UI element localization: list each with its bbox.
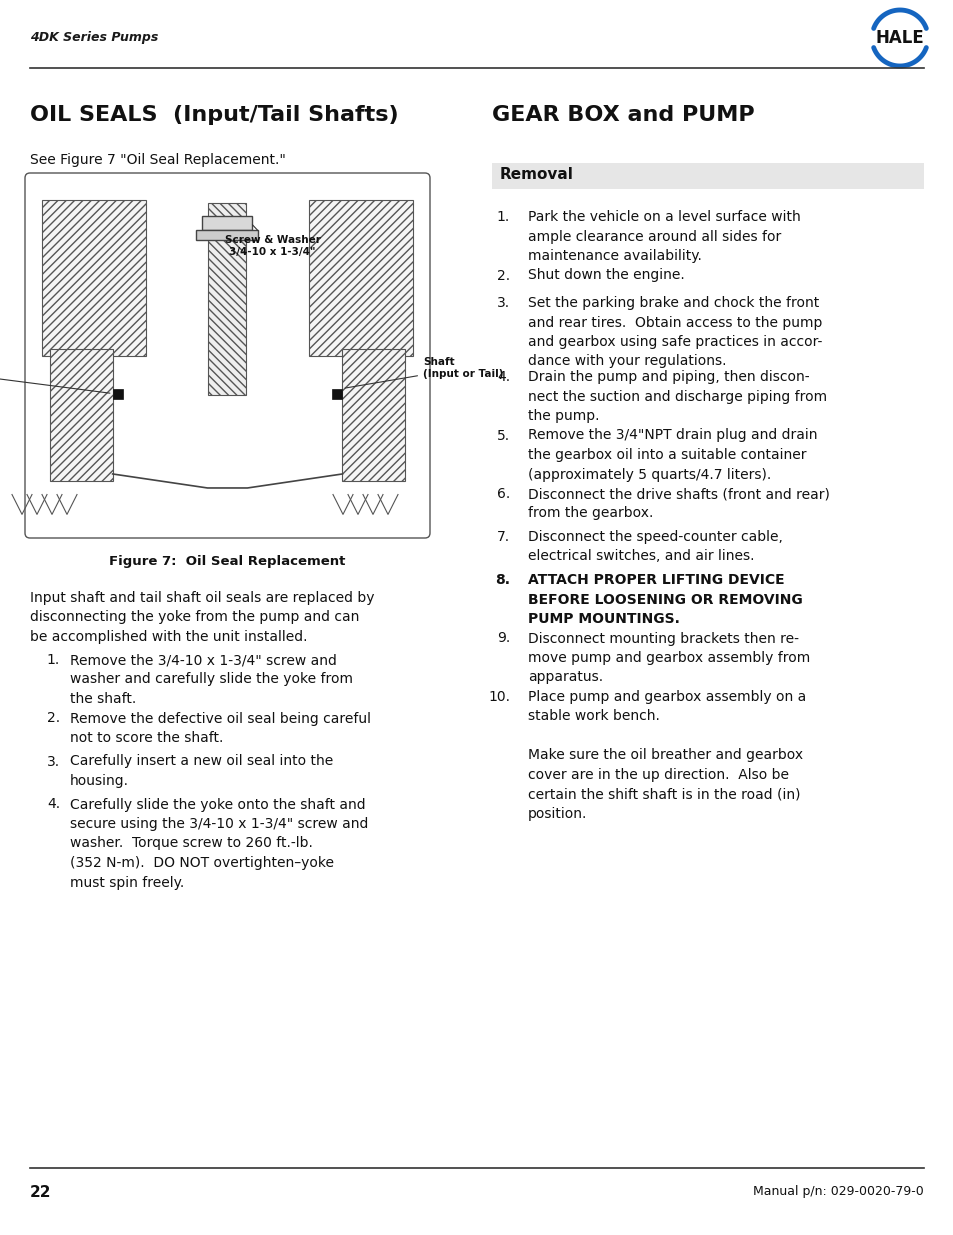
Text: OIL SEALS  (Input/Tail Shafts): OIL SEALS (Input/Tail Shafts) (30, 105, 398, 125)
Text: Set the parking brake and chock the front
and rear tires.  Obtain access to the : Set the parking brake and chock the fron… (527, 296, 821, 368)
Text: 4DK Series Pumps: 4DK Series Pumps (30, 32, 158, 44)
Text: Figure 7:  Oil Seal Replacement: Figure 7: Oil Seal Replacement (110, 555, 345, 568)
Text: Place pump and gearbox assembly on a
stable work bench.

Make sure the oil breat: Place pump and gearbox assembly on a sta… (527, 690, 805, 821)
Text: Disconnect the drive shafts (front and rear)
from the gearbox.: Disconnect the drive shafts (front and r… (527, 487, 829, 520)
Text: Remove the defective oil seal being careful
not to score the shaft.: Remove the defective oil seal being care… (70, 711, 371, 745)
Text: Park the vehicle on a level surface with
ample clearance around all sides for
ma: Park the vehicle on a level surface with… (527, 210, 800, 263)
Text: HALE: HALE (875, 28, 923, 47)
Text: 3.: 3. (47, 755, 60, 768)
Text: GEAR BOX and PUMP: GEAR BOX and PUMP (492, 105, 754, 125)
Text: Removal: Removal (499, 167, 574, 182)
Text: 10.: 10. (488, 690, 510, 704)
Text: 2.: 2. (47, 711, 60, 725)
Text: Screw & Washer
3/4-10 x 1-3/4": Screw & Washer 3/4-10 x 1-3/4" (224, 225, 320, 257)
FancyBboxPatch shape (25, 173, 430, 538)
Text: 4.: 4. (47, 798, 60, 811)
Text: 4.: 4. (497, 370, 510, 384)
Text: Oil Seal: Oil Seal (0, 368, 110, 393)
Text: 7.: 7. (497, 530, 510, 543)
Text: 5.: 5. (497, 429, 510, 442)
Text: 1.: 1. (47, 653, 60, 667)
Text: 1.: 1. (497, 210, 510, 224)
Bar (492, 163, 923, 189)
Text: 8.: 8. (495, 573, 510, 587)
Text: Disconnect the speed-counter cable,
electrical switches, and air lines.: Disconnect the speed-counter cable, elec… (527, 530, 782, 563)
Text: ATTACH PROPER LIFTING DEVICE
BEFORE LOOSENING OR REMOVING
PUMP MOUNTINGS.: ATTACH PROPER LIFTING DEVICE BEFORE LOOS… (527, 573, 801, 626)
Bar (332, 389, 342, 399)
Text: Carefully insert a new oil seal into the
housing.: Carefully insert a new oil seal into the… (70, 755, 333, 788)
Bar (51, 348, 112, 482)
Bar (196, 230, 258, 240)
Bar (209, 204, 246, 395)
Text: Carefully slide the yoke onto the shaft and
secure using the 3/4-10 x 1-3/4" scr: Carefully slide the yoke onto the shaft … (70, 798, 368, 889)
Bar (342, 348, 404, 482)
Bar (42, 200, 146, 356)
Text: Input shaft and tail shaft oil seals are replaced by
disconnecting the yoke from: Input shaft and tail shaft oil seals are… (30, 592, 375, 643)
Text: 22: 22 (30, 1186, 51, 1200)
Text: 9.: 9. (497, 631, 510, 646)
Text: Shut down the engine.: Shut down the engine. (527, 268, 684, 283)
Text: 6.: 6. (497, 487, 510, 501)
Bar (202, 216, 253, 230)
Text: Manual p/n: 029-0020-79-0: Manual p/n: 029-0020-79-0 (753, 1186, 923, 1198)
Bar (112, 389, 123, 399)
Bar (309, 200, 413, 356)
Text: Remove the 3/4"NPT drain plug and drain
the gearbox oil into a suitable containe: Remove the 3/4"NPT drain plug and drain … (527, 429, 817, 482)
Text: Shaft
(Input or Tail): Shaft (Input or Tail) (345, 357, 503, 388)
Text: See Figure 7 "Oil Seal Replacement.": See Figure 7 "Oil Seal Replacement." (30, 153, 286, 167)
Text: Remove the 3/4-10 x 1-3/4" screw and
washer and carefully slide the yoke from
th: Remove the 3/4-10 x 1-3/4" screw and was… (70, 653, 353, 706)
Text: 2.: 2. (497, 268, 510, 283)
Text: 3.: 3. (497, 296, 510, 310)
Text: Disconnect mounting brackets then re-
move pump and gearbox assembly from
appara: Disconnect mounting brackets then re- mo… (527, 631, 809, 684)
Text: Drain the pump and piping, then discon-
nect the suction and discharge piping fr: Drain the pump and piping, then discon- … (527, 370, 826, 424)
